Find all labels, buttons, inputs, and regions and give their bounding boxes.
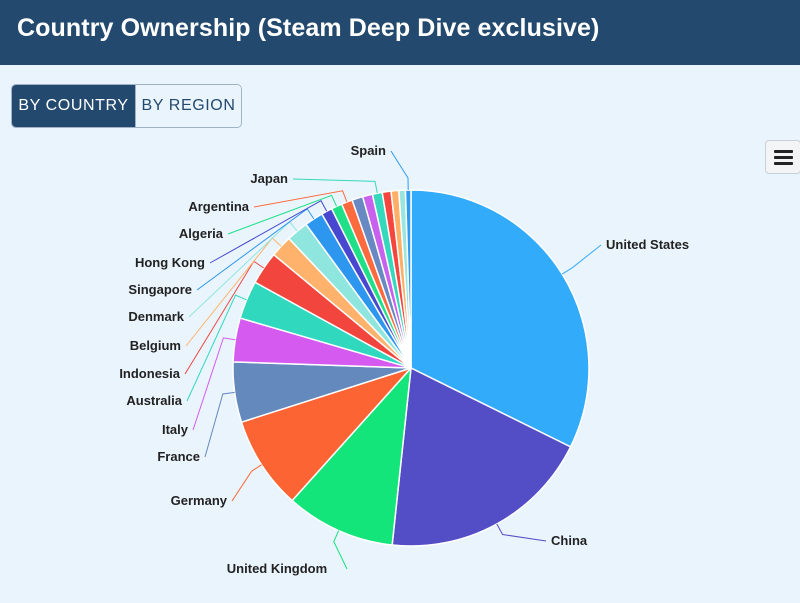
label-spain: Spain xyxy=(351,143,386,158)
page-title: Country Ownership (Steam Deep Dive exclu… xyxy=(17,14,600,42)
connector-germany xyxy=(231,464,262,502)
label-hong-kong: Hong Kong xyxy=(135,255,205,270)
connector-argentina xyxy=(253,190,348,208)
connector-china xyxy=(496,523,547,542)
label-australia: Australia xyxy=(126,393,182,408)
view-toggle: BY COUNTRY BY REGION xyxy=(11,84,242,128)
label-algeria: Algeria xyxy=(179,226,224,241)
chart-menu-button[interactable] xyxy=(765,140,800,174)
label-indonesia: Indonesia xyxy=(119,366,180,381)
pie-chart: United States China United Kingdom Germany F… xyxy=(119,143,689,576)
label-argentina: Argentina xyxy=(188,199,249,214)
label-china: China xyxy=(551,533,588,548)
by-country-button[interactable]: BY COUNTRY xyxy=(12,85,135,127)
pie-slice-spain[interactable] xyxy=(404,189,412,369)
connector-france xyxy=(204,391,235,458)
connector-japan xyxy=(292,178,378,194)
label-germany: Germany xyxy=(171,493,228,508)
pie-slice-china[interactable] xyxy=(391,367,572,547)
label-italy: Italy xyxy=(162,422,189,437)
label-japan: Japan xyxy=(250,171,288,186)
label-singapore: Singapore xyxy=(128,282,192,297)
page-header: Country Ownership (Steam Deep Dive exclu… xyxy=(0,0,800,65)
pie-slice-united-states[interactable] xyxy=(410,189,590,448)
label-denmark: Denmark xyxy=(128,309,184,324)
by-region-button[interactable]: BY REGION xyxy=(135,85,241,127)
label-united-kingdom: United Kingdom xyxy=(227,561,327,576)
pie-slice-germany[interactable] xyxy=(240,367,412,502)
label-france: France xyxy=(157,449,200,464)
connector-united-states xyxy=(561,244,602,275)
connector-united-kingdom xyxy=(333,530,348,570)
pie-labels: United States China United Kingdom Germany F… xyxy=(119,143,689,576)
connector-australia xyxy=(186,294,247,402)
connector-spain xyxy=(390,150,409,191)
connector-algeria xyxy=(227,194,338,235)
label-united-states: United States xyxy=(606,237,689,252)
label-belgium: Belgium xyxy=(130,338,181,353)
connector-italy xyxy=(192,337,236,431)
connector-hong-kong xyxy=(209,200,328,264)
pie-slices xyxy=(232,189,590,547)
